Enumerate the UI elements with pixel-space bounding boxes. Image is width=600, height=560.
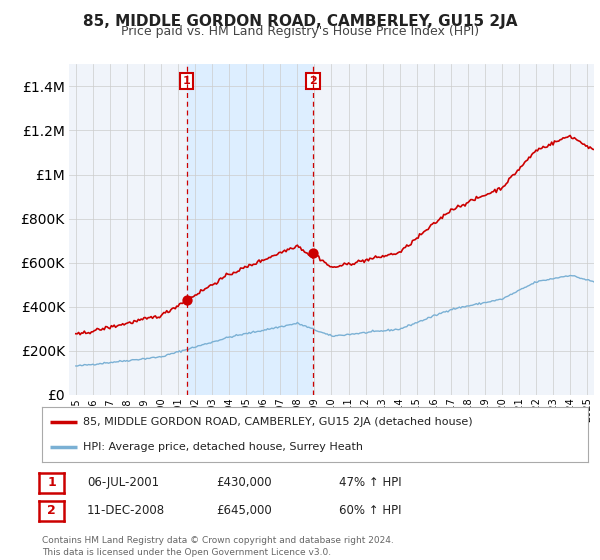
Text: £645,000: £645,000 [216,504,272,517]
Text: 1: 1 [183,76,190,86]
Text: 11-DEC-2008: 11-DEC-2008 [87,504,165,517]
Point [308,248,318,257]
Text: Price paid vs. HM Land Registry's House Price Index (HPI): Price paid vs. HM Land Registry's House … [121,25,479,38]
Text: 06-JUL-2001: 06-JUL-2001 [87,476,159,489]
Text: 1: 1 [47,476,56,489]
Text: 60% ↑ HPI: 60% ↑ HPI [339,504,401,517]
Text: 2: 2 [309,76,317,86]
Bar [187,64,313,395]
Text: 47% ↑ HPI: 47% ↑ HPI [339,476,401,489]
Text: Contains HM Land Registry data © Crown copyright and database right 2024.
This d: Contains HM Land Registry data © Crown c… [42,536,394,557]
Text: 85, MIDDLE GORDON ROAD, CAMBERLEY, GU15 2JA: 85, MIDDLE GORDON ROAD, CAMBERLEY, GU15 … [83,14,517,29]
Text: HPI: Average price, detached house, Surrey Heath: HPI: Average price, detached house, Surr… [83,442,363,452]
Point [182,296,191,305]
Text: 2: 2 [47,504,56,517]
Text: £430,000: £430,000 [216,476,272,489]
Text: 85, MIDDLE GORDON ROAD, CAMBERLEY, GU15 2JA (detached house): 85, MIDDLE GORDON ROAD, CAMBERLEY, GU15 … [83,417,473,427]
